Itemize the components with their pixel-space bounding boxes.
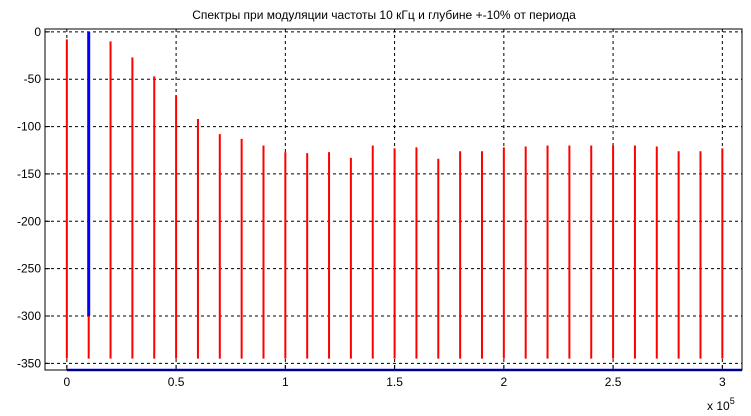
y-tick-label: -150 [17, 167, 41, 181]
x-tick-label: 2 [500, 375, 507, 389]
x-tick-label: 1 [282, 375, 289, 389]
y-tick-label: -100 [17, 120, 41, 134]
y-tick-label: -300 [17, 309, 41, 323]
y-tick-label: -200 [17, 214, 41, 228]
x-exponent-label: x 105 [707, 396, 735, 413]
y-tick-label: -50 [24, 72, 42, 86]
y-tick-label: 0 [34, 25, 41, 39]
x-tick-label: 3 [719, 375, 726, 389]
y-tick-label: -350 [17, 356, 41, 370]
plot-area [45, 29, 742, 370]
x-tick-label: 2.5 [605, 375, 622, 389]
chart-title: Спектры при модуляции частоты 10 кГц и г… [192, 8, 576, 22]
x-tick-label: 0 [64, 375, 71, 389]
x-tick-label: 1.5 [386, 375, 403, 389]
plot-frame [44, 28, 743, 371]
axis-ticks: 0 0.5 1 1.5 2 2.5 3 0 -50 -100 -150 -200 -250 -300 -35… [17, 25, 726, 389]
x-tick-label: 0.5 [168, 375, 185, 389]
y-tick-label: -250 [17, 262, 41, 276]
